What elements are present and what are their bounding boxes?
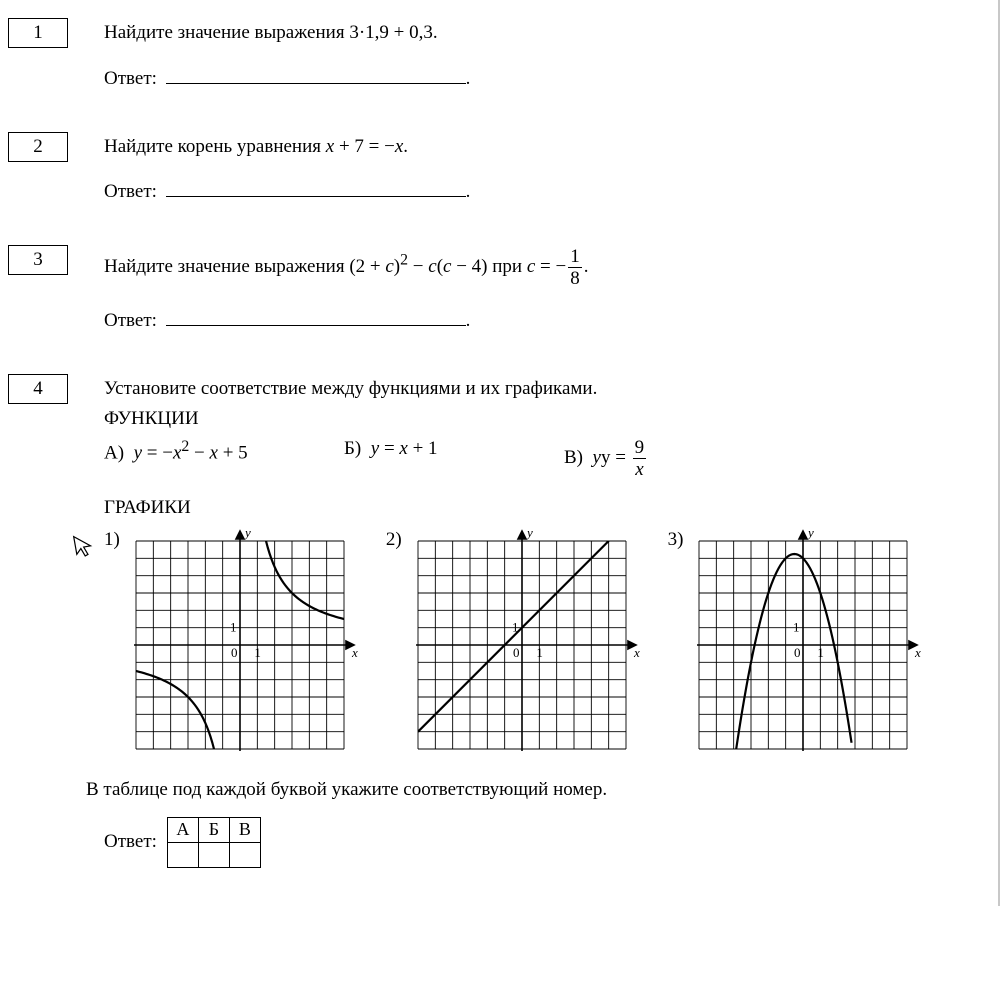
graph-2-svg: 011xy	[404, 527, 640, 763]
svg-text:0: 0	[794, 645, 801, 660]
svg-text:y: y	[525, 527, 533, 540]
answer-table-header-C: В	[229, 817, 260, 842]
svg-text:1: 1	[254, 645, 260, 660]
instruction-text: В таблице под каждой буквой укажите соот…	[86, 777, 974, 803]
expression: 3·1,9 + 0,3	[349, 22, 433, 43]
equals: = −	[535, 256, 566, 277]
answer-label: Ответ:	[104, 831, 157, 853]
prompt-pre: Найдите корень уравнения	[104, 136, 326, 157]
svg-text:x: x	[351, 645, 358, 660]
answer-blank[interactable]	[166, 177, 466, 197]
graphs-title: ГРАФИКИ	[104, 497, 974, 519]
function-A: А) y = −x2 − x + 5	[104, 438, 344, 479]
answer-label: Ответ:	[104, 310, 157, 331]
answer-blank[interactable]	[166, 306, 466, 326]
question-1: 1 Найдите значение выражения 3·1,9 + 0,3…	[0, 18, 998, 124]
question-2: 2 Найдите корень уравнения x + 7 = −x. О…	[0, 132, 998, 238]
func-C-eq: y =	[601, 447, 631, 468]
question-text: Найдите значение выражения (2 + c)2 − c(…	[104, 247, 974, 288]
question-body: Найдите корень уравнения x + 7 = −x. Отв…	[104, 132, 998, 238]
answer-row: Ответ: А Б В	[104, 817, 974, 868]
svg-text:0: 0	[231, 645, 238, 660]
graph-1-svg: 0 1 1 x y	[122, 527, 358, 763]
question-body: Найдите значение выражения (2 + c)2 − c(…	[104, 245, 998, 366]
prompt-post: .	[403, 136, 408, 157]
fraction-numerator: 9	[633, 438, 647, 459]
question-number-box: 2	[8, 132, 68, 162]
question-text: Найдите корень уравнения x + 7 = −x.	[104, 134, 974, 160]
answer-cell-A[interactable]	[167, 842, 198, 867]
answer-cell-C[interactable]	[229, 842, 260, 867]
graph-3-label: 3)	[668, 527, 684, 551]
svg-text:1: 1	[230, 620, 237, 635]
answer-line: Ответ: .	[104, 64, 974, 90]
answer-table-header-A: А	[167, 817, 198, 842]
graph-2: 2) 011xy	[386, 527, 640, 763]
answer-blank[interactable]	[166, 64, 466, 84]
prompt-post: .	[584, 256, 589, 277]
prompt-pre: Найдите значение выражения	[104, 256, 349, 277]
fraction-denominator: x	[633, 459, 647, 479]
fraction: 9x	[633, 438, 647, 479]
function-C-label: В)	[564, 447, 583, 468]
graph-3-svg: 0 1 1 x y	[685, 527, 921, 763]
svg-text:0: 0	[513, 645, 520, 660]
answer-line: Ответ: .	[104, 306, 974, 332]
cursor-icon	[71, 531, 96, 566]
answer-table: А Б В	[167, 817, 261, 868]
answer-table-header-B: Б	[198, 817, 229, 842]
svg-text:x: x	[914, 645, 921, 660]
question-text: Найдите значение выражения 3·1,9 + 0,3.	[104, 20, 974, 46]
graph-1-label: 1)	[104, 527, 120, 551]
question-4: 4 Установите соответствие между функциям…	[0, 374, 998, 867]
question-body: Установите соответствие между функциями …	[104, 374, 998, 867]
answer-cell-B[interactable]	[198, 842, 229, 867]
function-C: В) yy = 9x	[564, 438, 804, 479]
answer-table-input-row	[167, 842, 260, 867]
function-B: Б) y = x + 1	[344, 438, 564, 479]
fraction-denominator: 8	[568, 268, 582, 288]
question-3: 3 Найдите значение выражения (2 + c)2 − …	[0, 245, 998, 366]
fraction-numerator: 1	[568, 247, 582, 268]
graph-1: 1) 0 1 1 x y	[104, 527, 358, 763]
answer-label: Ответ:	[104, 181, 157, 202]
svg-text:1: 1	[536, 645, 543, 660]
svg-text:y: y	[806, 527, 814, 540]
at-text: при	[488, 256, 527, 277]
question-text: Установите соответствие между функциями …	[104, 376, 974, 402]
functions-title: ФУНКЦИИ	[104, 408, 974, 430]
answer-table-header-row: А Б В	[167, 817, 260, 842]
svg-text:y: y	[243, 527, 251, 540]
question-number-box: 4	[8, 374, 68, 404]
svg-text:1: 1	[818, 645, 825, 660]
math-worksheet-page: 1 Найдите значение выражения 3·1,9 + 0,3…	[0, 0, 1000, 906]
question-body: Найдите значение выражения 3·1,9 + 0,3. …	[104, 18, 998, 124]
question-number-box: 3	[8, 245, 68, 275]
question-number-box: 1	[8, 18, 68, 48]
graphs-row: 1) 0 1 1 x y 2) 0 1 1 x y 3) 0 1 1 x y	[104, 527, 974, 763]
fraction: 18	[568, 247, 582, 288]
answer-line: Ответ: .	[104, 177, 974, 203]
graph-3: 3) 0 1 1 x y	[668, 527, 922, 763]
function-A-label: А)	[104, 442, 124, 463]
prompt-pre: Найдите значение выражения	[104, 22, 349, 43]
functions-row: А) y = −x2 − x + 5 Б) y = x + 1 В) yy = …	[104, 438, 974, 479]
expression: (2 + c)2 − c(c − 4)	[349, 256, 487, 277]
prompt-post: .	[433, 22, 438, 43]
answer-label: Ответ:	[104, 68, 157, 89]
svg-text:1: 1	[793, 620, 800, 635]
svg-text:x: x	[633, 645, 640, 660]
graph-2-label: 2)	[386, 527, 402, 551]
function-B-label: Б)	[344, 438, 361, 459]
expression: x + 7 = −x	[326, 136, 404, 157]
